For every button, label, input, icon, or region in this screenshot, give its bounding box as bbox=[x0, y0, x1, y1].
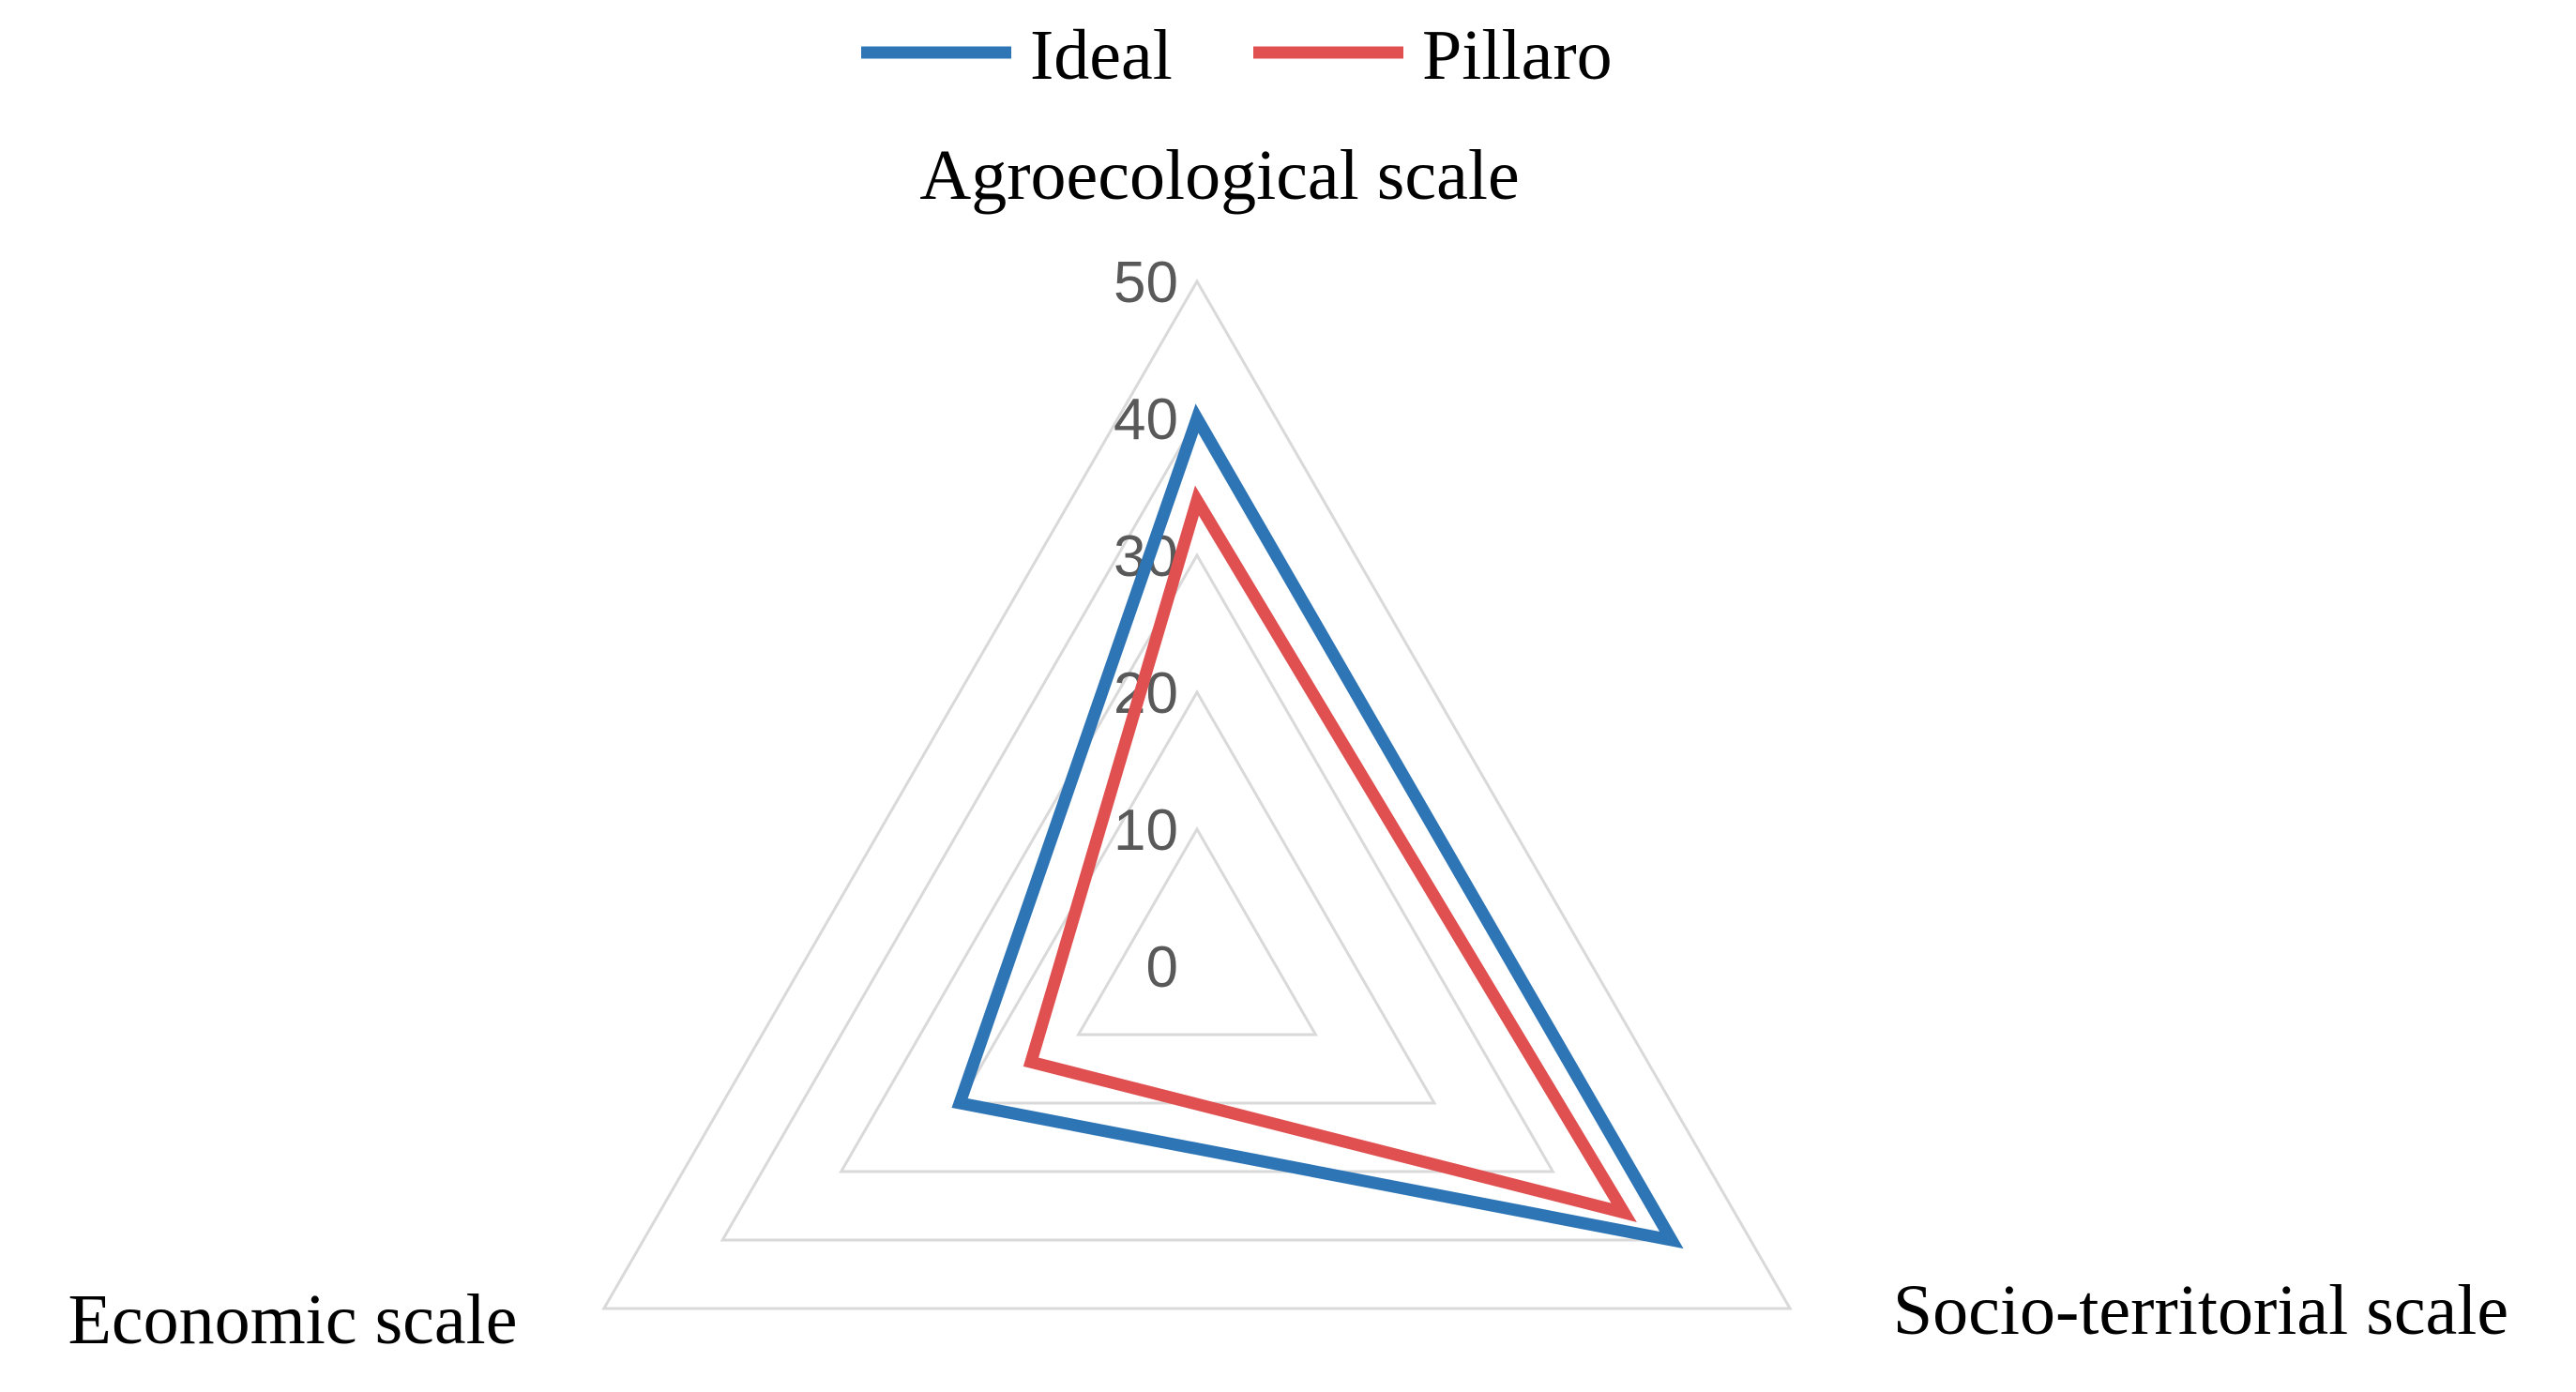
series-line-ideal bbox=[951, 403, 1684, 1249]
grid-ring-30 bbox=[839, 552, 1555, 1173]
legend-label-pillaro: Pillaro bbox=[1422, 16, 1613, 95]
axis-label-agroecological: Agroecological scale bbox=[919, 136, 1519, 215]
grid-ring-50 bbox=[601, 279, 1793, 1310]
tick-label-40: 40 bbox=[1114, 387, 1178, 452]
tick-label-10: 10 bbox=[1114, 798, 1178, 863]
legend-label-ideal: Ideal bbox=[1030, 16, 1173, 95]
series-layer bbox=[951, 403, 1684, 1249]
grid-ring-10 bbox=[1076, 825, 1318, 1036]
legend: Ideal Pillaro bbox=[861, 16, 1613, 95]
axis-label-economic: Economic scale bbox=[68, 1280, 517, 1359]
axis-label-socio-territorial: Socio-territorial scale bbox=[1893, 1271, 2508, 1350]
axis-label-layer: Agroecological scale Socio-territorial s… bbox=[68, 136, 2508, 1359]
tick-label-50: 50 bbox=[1114, 250, 1178, 315]
series-line-pillaro bbox=[1023, 485, 1637, 1222]
tick-label-0: 0 bbox=[1146, 935, 1178, 1000]
